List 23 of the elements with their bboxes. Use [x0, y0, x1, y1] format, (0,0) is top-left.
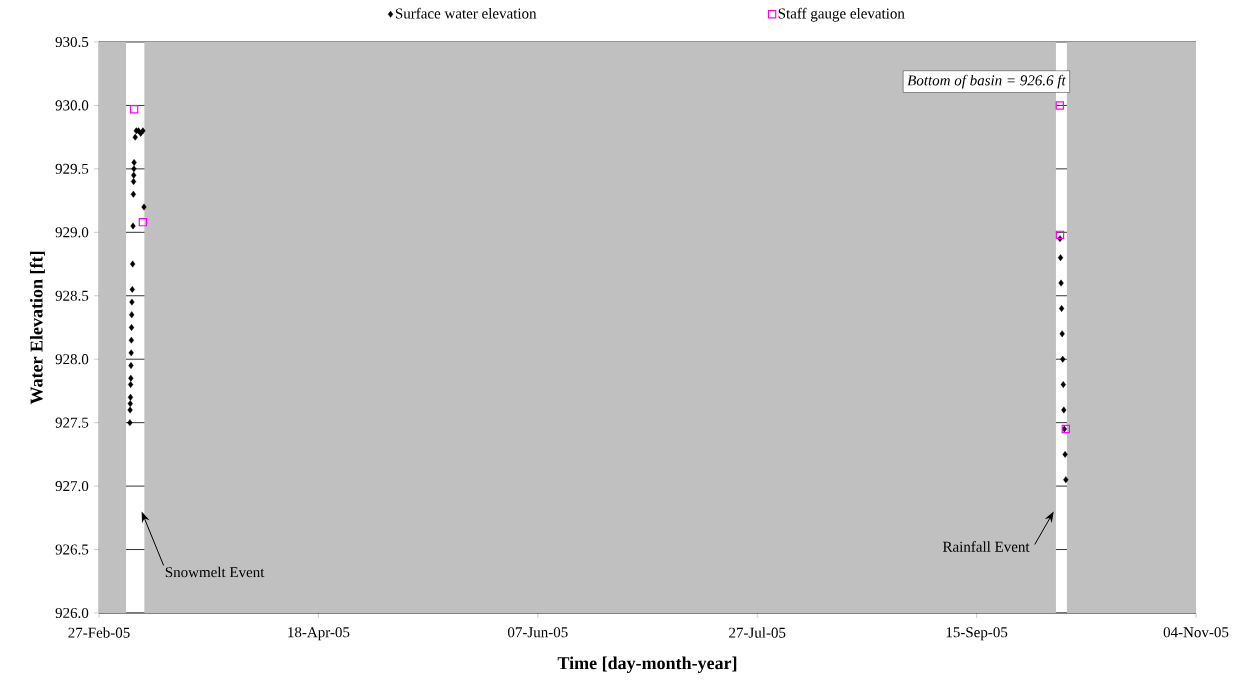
annotation: Rainfall Event — [942, 541, 1030, 552]
y-tick-label: 926.5 — [55, 544, 89, 555]
y-tick-label: 928.0 — [55, 354, 89, 365]
y-tick-label: 927.0 — [55, 481, 89, 492]
legend-label: Staff gauge elevation — [778, 7, 905, 22]
annotation: Snowmelt Event — [165, 566, 265, 578]
y-tick-label: 930.0 — [55, 100, 89, 111]
y-tick-label: 926.0 — [55, 607, 89, 619]
x-tick-label: 18-Apr-05 — [288, 627, 350, 641]
annotation: Bottom of basin = 926.6 ft — [907, 74, 1066, 89]
x-tick-label: 04-Nov-05 — [1163, 627, 1229, 638]
x-tick-label: 27-Jul-05 — [729, 627, 786, 638]
y-tick-label: 928.5 — [55, 290, 89, 301]
x-tick-label: 27-Feb-05 — [68, 627, 130, 638]
x-tick-label: 07-Jun-05 — [507, 627, 568, 638]
y-axis-title: Water Elevation [ft] — [29, 251, 45, 405]
x-axis-title: Time [day-month-year] — [557, 656, 737, 673]
y-tick-label: 929.0 — [55, 227, 89, 238]
x-tick-label: 15-Sep-05 — [946, 627, 1008, 641]
y-tick-label: 930.5 — [55, 36, 89, 48]
y-tick-label: 927.5 — [55, 417, 89, 428]
y-tick-label: 929.5 — [55, 163, 89, 174]
legend-label: Surface water elevation — [395, 7, 537, 19]
